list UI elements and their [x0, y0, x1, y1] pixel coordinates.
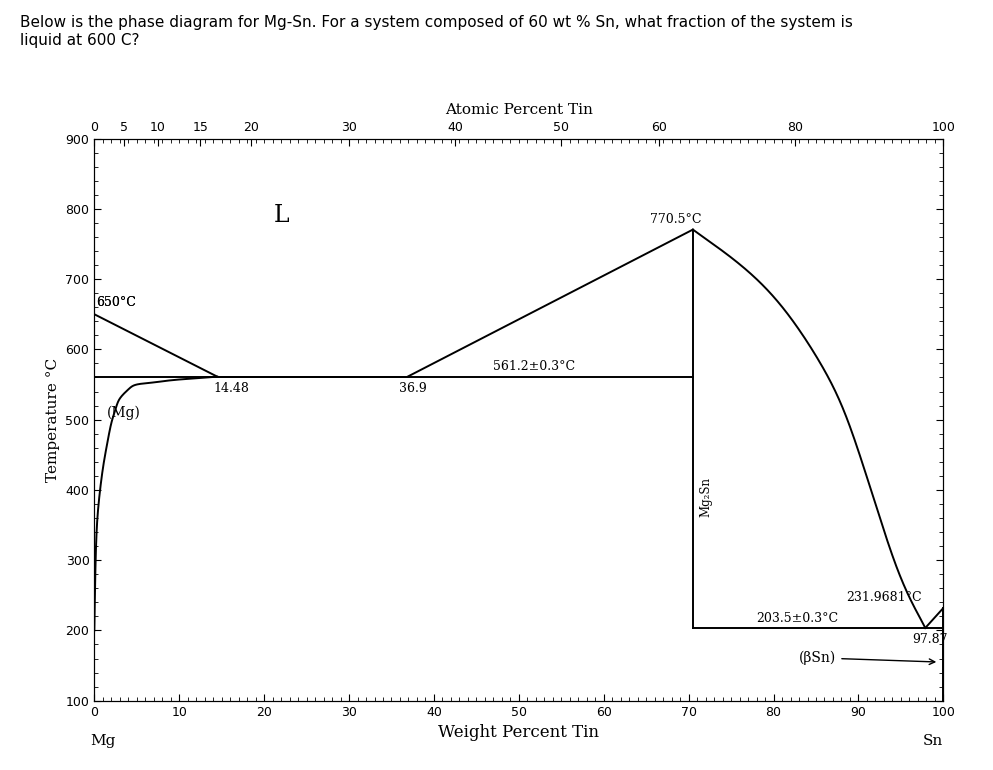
- Text: Mg: Mg: [90, 735, 115, 748]
- Text: 14.48: 14.48: [213, 382, 249, 395]
- Text: L: L: [273, 204, 289, 227]
- Text: 650°C: 650°C: [96, 296, 136, 310]
- Text: 203.5±0.3°C: 203.5±0.3°C: [757, 612, 839, 625]
- Text: Below is the phase diagram for Mg-Sn. For a system composed of 60 wt % Sn, what : Below is the phase diagram for Mg-Sn. Fo…: [20, 15, 853, 48]
- Y-axis label: Temperature °C: Temperature °C: [46, 357, 60, 482]
- Text: Mg₂Sn: Mg₂Sn: [700, 477, 713, 517]
- Text: 650°C: 650°C: [96, 296, 136, 310]
- Text: (Mg): (Mg): [107, 406, 141, 420]
- X-axis label: Atomic Percent Tin: Atomic Percent Tin: [445, 102, 593, 117]
- Text: 36.9: 36.9: [399, 382, 427, 395]
- Text: 561.2±0.3°C: 561.2±0.3°C: [494, 360, 576, 373]
- Text: 97.87: 97.87: [913, 633, 948, 646]
- Text: (βSn): (βSn): [799, 651, 934, 665]
- Text: Sn: Sn: [923, 735, 943, 748]
- Text: 770.5°C: 770.5°C: [650, 213, 702, 226]
- X-axis label: Weight Percent Tin: Weight Percent Tin: [438, 724, 600, 741]
- Text: 231.9681°C: 231.9681°C: [846, 591, 922, 604]
